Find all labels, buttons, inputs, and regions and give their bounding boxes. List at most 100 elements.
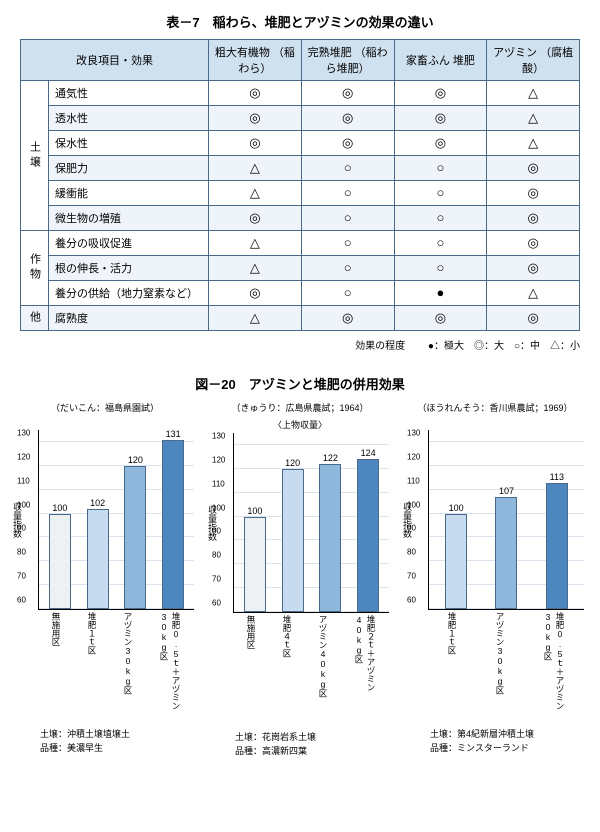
- effect-cell: ◎: [487, 306, 580, 331]
- bars-container: 100 107 113: [429, 430, 584, 609]
- plot-area: 収量指数60708090100110120130100102120131: [38, 430, 194, 610]
- row-label: 保水性: [49, 131, 209, 156]
- plot-area: 収量指数60708090100110120130100120122124: [233, 433, 389, 613]
- footnote-line: 品種：美濃早生: [40, 742, 200, 756]
- bar: 102: [87, 509, 109, 609]
- bar-value: 100: [449, 503, 464, 513]
- legend-item: ●：極大: [428, 341, 464, 352]
- bar: 120: [124, 466, 146, 609]
- bars-container: 100 120 122 124: [234, 433, 389, 612]
- y-tick: 110: [212, 479, 225, 488]
- bar-value: 120: [285, 458, 300, 468]
- row-label: 養分の供給（地力窒素など）: [49, 281, 209, 306]
- y-tick: 120: [407, 452, 420, 461]
- bar: 122: [319, 464, 341, 612]
- effect-cell: △: [487, 131, 580, 156]
- x-labels: 無施用区堆肥１ｔ区アヅミン30kg区堆肥0.5ｔ＋アヅミン30kg区: [38, 612, 194, 722]
- row-label: 透水性: [49, 106, 209, 131]
- footnote-line: 品種：ミンスターランド: [430, 742, 590, 756]
- footnote-line: 品種：高濃新四葉: [235, 745, 395, 759]
- effect-cell: ○: [301, 281, 394, 306]
- figure-title: 図－20 アヅミンと堆肥の併用効果: [0, 352, 600, 401]
- bar: 131: [162, 440, 184, 609]
- table-row: 他腐熟度△◎◎◎: [21, 306, 580, 331]
- effect-cell: ○: [394, 181, 487, 206]
- header-rowlabel: 改良項目・効果: [21, 40, 209, 81]
- effect-cell: ◎: [209, 131, 302, 156]
- col-0: 粗大有機物 （稲わら）: [209, 40, 302, 81]
- legend-item: ◎：大: [474, 341, 504, 352]
- y-tick: 130: [212, 431, 225, 440]
- row-category: 他: [21, 306, 49, 331]
- effect-cell: △: [487, 106, 580, 131]
- y-tick: 90: [407, 524, 416, 533]
- bar-value: 100: [52, 503, 67, 513]
- row-category: 土壌: [21, 81, 49, 231]
- x-label: 堆肥２ｔ＋アヅミン40kg区: [353, 615, 377, 725]
- effect-cell: △: [487, 281, 580, 306]
- bar-value: 120: [128, 455, 143, 465]
- y-tick: 100: [407, 500, 420, 509]
- y-tick: 80: [212, 551, 221, 560]
- effect-cell: △: [209, 181, 302, 206]
- effect-cell: ●: [394, 281, 487, 306]
- effect-cell: ○: [301, 206, 394, 231]
- effect-cell: ◎: [209, 281, 302, 306]
- chart-note: [400, 418, 590, 428]
- bar-value: 113: [550, 472, 564, 482]
- effect-cell: △: [209, 256, 302, 281]
- col-1: 完熟堆肥 （稲わら堆肥）: [301, 40, 394, 81]
- effect-cell: ◎: [487, 156, 580, 181]
- effect-cell: ○: [394, 156, 487, 181]
- bars-container: 100 102 120 131: [39, 430, 194, 609]
- bar: 107: [495, 497, 517, 609]
- chart-footnote: 土壌：沖積土壌埴壌土品種：美濃早生: [40, 728, 200, 755]
- y-tick: 60: [212, 599, 221, 608]
- effect-cell: ◎: [487, 231, 580, 256]
- effect-cell: ◎: [487, 256, 580, 281]
- x-labels: 堆肥１ｔ区アヅミン30kg区堆肥0.5ｔ＋アヅミン30kg区: [428, 612, 584, 722]
- effect-cell: ○: [394, 256, 487, 281]
- bar-chart: （ほうれんそう：香川県農試；1969） 収量指数6070809010011012…: [400, 401, 590, 758]
- row-label: 微生物の増殖: [49, 206, 209, 231]
- y-tick: 90: [17, 524, 26, 533]
- chart-subtitle: （ほうれんそう：香川県農試；1969）: [400, 401, 590, 414]
- legend-item: △：小: [550, 341, 580, 352]
- effect-cell: ○: [301, 256, 394, 281]
- y-tick: 60: [17, 596, 26, 605]
- effect-cell: △: [209, 156, 302, 181]
- bar: 100: [244, 517, 266, 612]
- col-2: 家畜ふん 堆肥: [394, 40, 487, 81]
- bar-chart: （だいこん：福島県園試） 収量指数60708090100110120130100…: [10, 401, 200, 758]
- bar: 100: [445, 514, 467, 609]
- y-tick: 110: [407, 476, 420, 485]
- effect-cell: ◎: [394, 81, 487, 106]
- col-3: アヅミン （腐植酸）: [487, 40, 580, 81]
- footnote-line: 土壌：花崗岩系土壌: [235, 731, 395, 745]
- y-tick: 70: [17, 572, 26, 581]
- x-label: 無施用区: [245, 615, 257, 725]
- y-tick: 70: [407, 572, 416, 581]
- table-row: 養分の供給（地力窒素など）◎○●△: [21, 281, 580, 306]
- bar: 100: [49, 514, 71, 609]
- table-row: 根の伸長・活力△○○◎: [21, 256, 580, 281]
- table-row: 保水性◎◎◎△: [21, 131, 580, 156]
- effect-cell: ◎: [487, 206, 580, 231]
- table-title: 表－7 稲わら、堆肥とアヅミンの効果の違い: [0, 0, 600, 39]
- effect-cell: ◎: [394, 306, 487, 331]
- bar-value: 100: [247, 506, 262, 516]
- bar-value: 107: [499, 486, 514, 496]
- y-tick: 130: [17, 428, 30, 437]
- effect-cell: ◎: [394, 131, 487, 156]
- chart-note: 〈上物収量〉: [205, 418, 395, 431]
- row-category: 作物: [21, 231, 49, 306]
- bar: 120: [282, 469, 304, 612]
- row-label: 通気性: [49, 81, 209, 106]
- footnote-line: 土壌：沖積土壌埴壌土: [40, 728, 200, 742]
- y-tick: 70: [212, 575, 221, 584]
- legend-item: ○：中: [514, 341, 540, 352]
- bar: 124: [357, 459, 379, 612]
- y-tick: 100: [17, 500, 30, 509]
- effect-cell: ○: [301, 181, 394, 206]
- x-label: 堆肥１ｔ区: [446, 612, 458, 722]
